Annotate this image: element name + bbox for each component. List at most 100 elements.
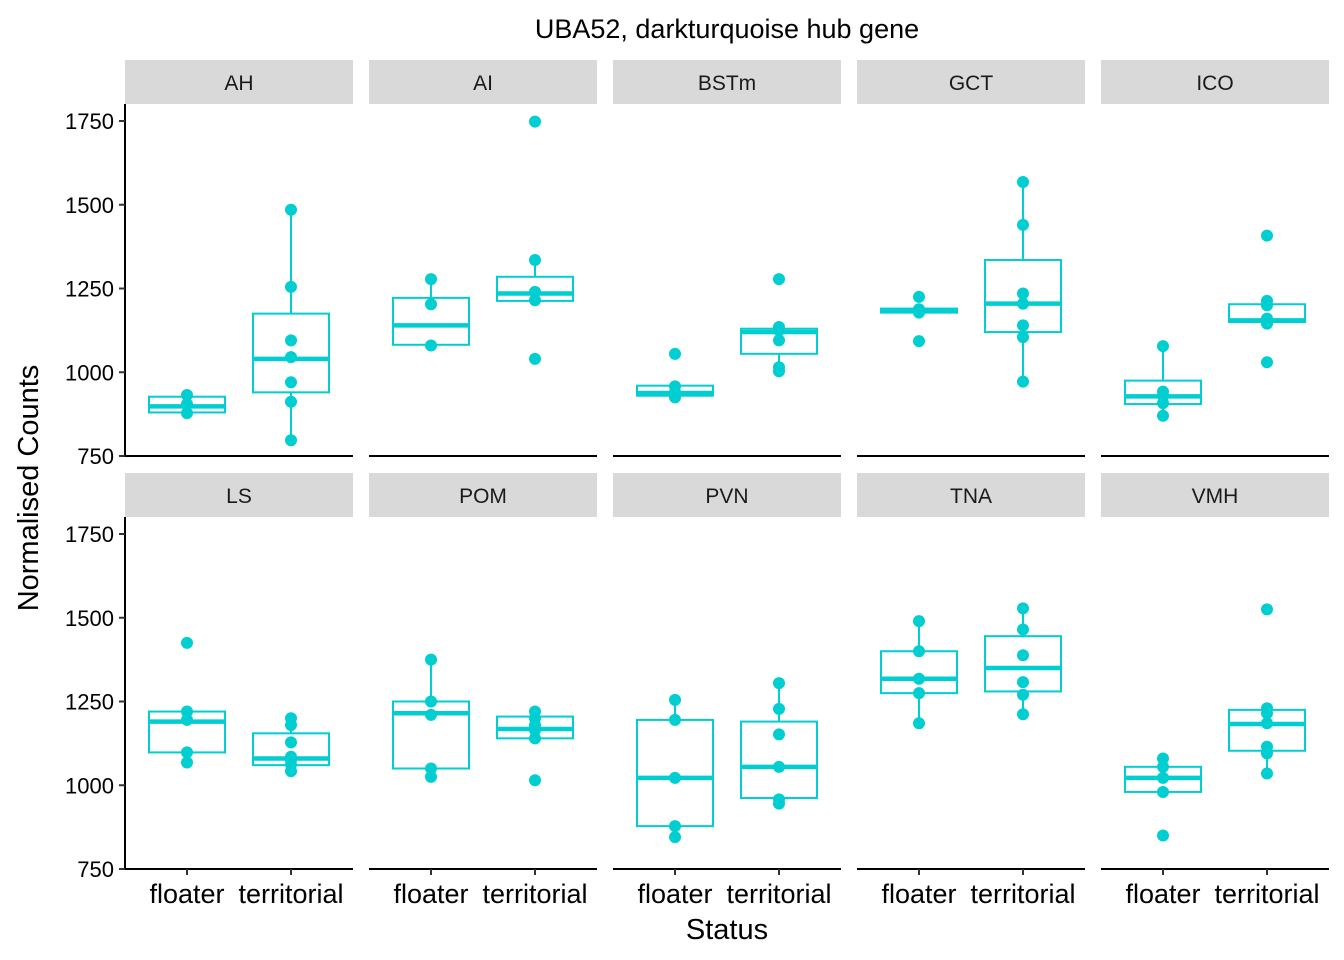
data-point: [1157, 752, 1169, 765]
data-point: [425, 273, 437, 286]
y-tick-label: 1750: [65, 522, 114, 547]
data-point: [181, 713, 193, 726]
data-point: [285, 203, 297, 216]
data-point: [529, 254, 541, 267]
box-territorial: [740, 677, 818, 810]
data-point: [669, 693, 681, 706]
data-point: [1157, 409, 1169, 422]
box-territorial: [496, 705, 574, 787]
facet-panel-ai: AI: [369, 60, 597, 457]
facet-strip: [613, 473, 841, 517]
facet-strip: [1101, 473, 1329, 517]
data-point: [425, 770, 437, 783]
box-floater: [636, 693, 714, 844]
box-iqr: [252, 312, 330, 394]
data-point: [913, 303, 925, 316]
facet-strip-label: AI: [473, 72, 493, 95]
y-tick-label: 1750: [65, 109, 114, 134]
data-point: [773, 677, 785, 690]
facet-strip: [369, 473, 597, 517]
data-point: [285, 750, 297, 763]
x-tick-label: territorial: [726, 879, 831, 909]
data-point: [181, 407, 193, 420]
data-point: [181, 756, 193, 769]
data-point: [529, 294, 541, 307]
data-point: [913, 645, 925, 658]
facet-panel-pom: POM floater territorial: [369, 473, 597, 909]
data-point: [425, 653, 437, 666]
box-territorial: [252, 203, 330, 447]
facet-strip-label: BSTm: [698, 72, 756, 95]
data-point: [1017, 175, 1029, 188]
data-point: [1017, 623, 1029, 636]
facet-strip-label: ICO: [1196, 72, 1233, 95]
facet-strip-label: AH: [224, 72, 253, 95]
data-point: [669, 380, 681, 393]
data-point: [181, 398, 193, 411]
data-point: [773, 334, 785, 347]
data-point: [773, 760, 785, 773]
data-point: [285, 351, 297, 364]
data-point: [913, 687, 925, 700]
data-point: [1157, 829, 1169, 842]
facet-panel-gct: GCT: [857, 60, 1085, 457]
data-point: [773, 321, 785, 334]
data-point: [285, 395, 297, 408]
facet-panel-vmh: VMH floater territorial: [1101, 473, 1329, 909]
data-point: [425, 708, 437, 721]
data-point: [1017, 649, 1029, 662]
box-floater: [148, 389, 226, 420]
data-point: [285, 712, 297, 725]
data-point: [669, 347, 681, 360]
x-tick-label: floater: [149, 879, 224, 909]
x-tick-label: territorial: [1214, 879, 1319, 909]
data-point: [773, 273, 785, 286]
box-floater: [392, 653, 470, 783]
facet-strip: [1101, 60, 1329, 104]
box-territorial: [1228, 229, 1306, 369]
facet-panel-ico: ICO: [1101, 60, 1329, 457]
box-floater: [636, 347, 714, 404]
data-point: [1017, 297, 1029, 310]
facet-strip: [125, 473, 353, 517]
data-point: [285, 376, 297, 389]
data-point: [425, 298, 437, 311]
box-territorial: [252, 712, 330, 778]
facet-panel-bstm: BSTm: [613, 60, 841, 457]
data-point: [669, 820, 681, 833]
x-tick-label: floater: [393, 879, 468, 909]
data-point: [1157, 385, 1169, 398]
y-tick-label: 1250: [65, 690, 114, 715]
x-tick-label: floater: [881, 879, 956, 909]
y-tick-label: 1000: [65, 360, 114, 385]
data-point: [1017, 287, 1029, 300]
box-floater: [1124, 340, 1202, 422]
data-point: [1261, 740, 1273, 753]
data-point: [1157, 771, 1169, 784]
box-territorial: [496, 115, 574, 365]
data-point: [425, 762, 437, 775]
y-tick-label: 1000: [65, 773, 114, 798]
x-axis-title: Status: [686, 914, 768, 946]
data-point: [1261, 229, 1273, 242]
data-point: [669, 713, 681, 726]
data-point: [1017, 688, 1029, 701]
box-floater: [148, 636, 226, 769]
facet-strip-label: GCT: [949, 72, 994, 95]
facet-strip: [857, 473, 1085, 517]
data-point: [1017, 602, 1029, 615]
y-tick-label: 1500: [65, 193, 114, 218]
facet-strip: [125, 60, 353, 104]
facet-strip-label: PVN: [705, 485, 748, 508]
data-point: [181, 636, 193, 649]
data-point: [285, 280, 297, 293]
facet-strip-label: VMH: [1192, 485, 1239, 508]
data-point: [181, 746, 193, 759]
box-territorial: [1228, 603, 1306, 780]
x-tick-label: floater: [637, 879, 712, 909]
data-point: [425, 339, 437, 352]
data-point: [425, 695, 437, 708]
box-floater: [880, 290, 958, 348]
box-floater: [392, 273, 470, 352]
data-point: [181, 389, 193, 402]
